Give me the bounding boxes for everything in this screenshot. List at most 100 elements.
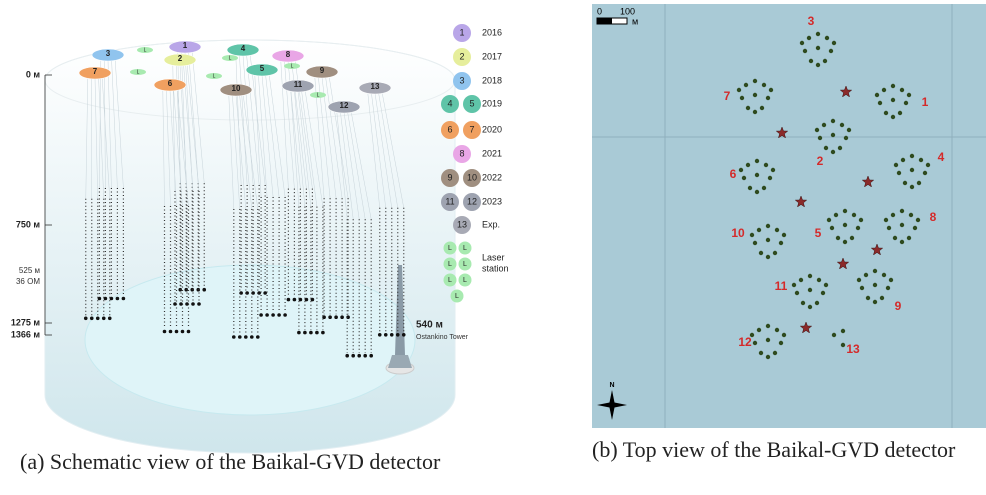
- string-anchor: [232, 335, 236, 339]
- string-anchor: [369, 354, 373, 358]
- string-dot: [875, 93, 879, 97]
- cluster-label: 8: [286, 50, 291, 59]
- cluster-label: 8: [930, 210, 937, 224]
- string-dot: [834, 213, 838, 217]
- tower-name: Ostankino Tower: [416, 334, 469, 341]
- string-dot: [907, 93, 911, 97]
- string-dot: [771, 168, 775, 172]
- string-anchor: [187, 330, 191, 334]
- string-dot: [913, 226, 917, 230]
- string-anchor: [256, 335, 260, 339]
- string-dot: [799, 278, 803, 282]
- string-anchor: [283, 313, 287, 317]
- string-dot: [910, 168, 914, 172]
- string-dot: [821, 291, 825, 295]
- laser-label: Laser: [482, 252, 505, 262]
- string-anchor: [363, 354, 367, 358]
- string-anchor: [390, 333, 394, 337]
- string-dot: [859, 218, 863, 222]
- legend-year: Exp.: [482, 219, 500, 229]
- string-anchor: [108, 317, 112, 321]
- string-anchor: [96, 317, 100, 321]
- cluster-label: 10: [731, 226, 745, 240]
- string-dot: [843, 209, 847, 213]
- string-anchor: [287, 298, 291, 302]
- string-dot: [755, 159, 759, 163]
- legend-year: 2023: [482, 196, 502, 206]
- depth-label: 0 м: [26, 69, 41, 79]
- string-dot: [764, 163, 768, 167]
- string-dot: [753, 110, 757, 114]
- laser-mark: L: [229, 55, 232, 61]
- string-dot: [873, 300, 877, 304]
- laser-badge-label: L: [455, 293, 459, 300]
- scale-label: м: [632, 16, 638, 26]
- laser-mark: L: [317, 92, 320, 98]
- string-anchor: [309, 331, 313, 335]
- string-dot: [800, 41, 804, 45]
- tower-foot: [388, 355, 412, 368]
- string-anchor: [402, 333, 406, 337]
- string-dot: [841, 329, 845, 333]
- string-dot: [759, 251, 763, 255]
- legend-badge-label: 1: [459, 27, 464, 37]
- legend-badge-label: 4: [447, 98, 452, 108]
- string-anchor: [84, 317, 88, 321]
- string-dot: [889, 278, 893, 282]
- string-dot: [822, 123, 826, 127]
- depth-label: 750 м: [16, 219, 41, 229]
- string-dot: [873, 283, 877, 287]
- string-anchor: [293, 298, 297, 302]
- string-dot: [766, 338, 770, 342]
- string-dot: [900, 223, 904, 227]
- cluster-label: 6: [168, 79, 173, 88]
- string-dot: [757, 228, 761, 232]
- caption: (b) Top view of the Baikal-GVD detector: [592, 436, 984, 464]
- string-dot: [904, 101, 908, 105]
- cluster-label: 5: [815, 226, 822, 240]
- legend-badge-label: 11: [445, 196, 454, 206]
- string-anchor: [378, 333, 382, 337]
- string-anchor: [181, 330, 185, 334]
- legend-year: 2021: [482, 148, 502, 158]
- cluster-label: 2: [817, 154, 824, 168]
- cluster-label: 11: [775, 279, 788, 293]
- string-dot: [897, 171, 901, 175]
- cluster-label: 12: [340, 101, 349, 110]
- cluster-label: 10: [232, 84, 241, 93]
- string-dot: [817, 278, 821, 282]
- string-dot: [907, 236, 911, 240]
- map: [592, 4, 986, 428]
- string-dot: [760, 106, 764, 110]
- string-dot: [766, 224, 770, 228]
- string-dot: [746, 163, 750, 167]
- string-dot: [775, 228, 779, 232]
- string-dot: [779, 241, 783, 245]
- laser-badge-label: L: [448, 261, 452, 268]
- string-dot: [900, 240, 904, 244]
- string-anchor: [265, 313, 269, 317]
- string-dot: [775, 328, 779, 332]
- string-dot: [898, 111, 902, 115]
- string-dot: [838, 146, 842, 150]
- string-anchor: [197, 302, 201, 306]
- string-dot: [852, 213, 856, 217]
- string-anchor: [163, 330, 167, 334]
- string-dot: [762, 83, 766, 87]
- string-dot: [882, 273, 886, 277]
- string-dot: [831, 150, 835, 154]
- string-dot: [816, 63, 820, 67]
- cluster-label: 12: [738, 335, 752, 349]
- string-dot: [840, 123, 844, 127]
- legend-badge-label: 2: [459, 51, 464, 61]
- depth-label: 1275 м: [11, 317, 41, 327]
- string-dot: [766, 324, 770, 328]
- string-dot: [857, 278, 861, 282]
- string-dot: [779, 341, 783, 345]
- string-anchor: [340, 315, 344, 319]
- string-dot: [759, 351, 763, 355]
- string-dot: [773, 251, 777, 255]
- string-dot: [782, 233, 786, 237]
- cluster-label: 4: [241, 44, 246, 53]
- string-dot: [847, 128, 851, 132]
